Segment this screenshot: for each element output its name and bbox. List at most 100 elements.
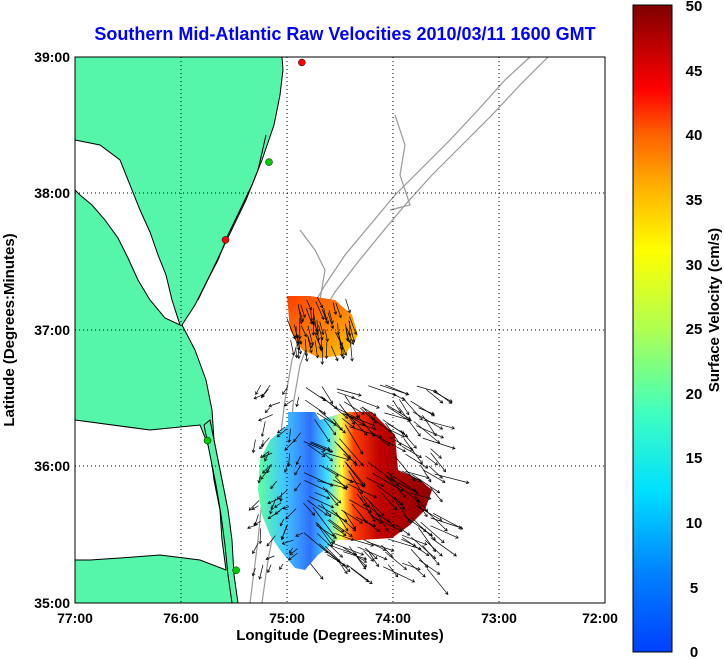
velocity-vector — [319, 464, 339, 477]
velocity-vector-head — [382, 547, 387, 551]
velocity-vector — [266, 535, 276, 547]
velocity-vector — [259, 437, 270, 450]
velocity-vector — [315, 301, 325, 320]
velocity-vector — [353, 539, 374, 546]
velocity-vector — [332, 479, 349, 488]
velocity-vector — [268, 402, 281, 407]
velocity-vector-head — [386, 443, 391, 447]
velocity-vector-head — [404, 433, 409, 438]
velocity-vector-head — [329, 449, 334, 453]
velocity-vector-head — [260, 433, 265, 438]
velocity-vector — [260, 450, 270, 458]
velocity-vector-head — [442, 468, 447, 473]
velocity-vector — [314, 492, 330, 499]
velocity-vector-head — [347, 309, 352, 314]
velocity-vector — [316, 524, 337, 539]
velocity-vector — [295, 347, 298, 358]
velocity-vector — [356, 493, 366, 506]
velocity-vector — [413, 421, 440, 444]
velocity-vector — [400, 430, 417, 449]
velocity-vector — [286, 318, 296, 339]
velocity-vector — [430, 537, 457, 557]
velocity-vector-head — [253, 521, 258, 526]
velocity-vector — [331, 509, 356, 532]
velocity-vector-head — [330, 325, 335, 330]
chesapeake-bay — [75, 139, 181, 326]
velocity-vector-head — [276, 496, 281, 500]
velocity-vector — [330, 345, 338, 361]
velocity-vector — [405, 453, 428, 469]
velocity-vector-head — [351, 338, 356, 343]
velocity-vector — [399, 399, 410, 415]
velocity-vector-head — [418, 454, 422, 458]
velocity-vector — [336, 388, 362, 396]
velocity-vector — [345, 323, 349, 341]
velocity-vector-head — [333, 405, 338, 409]
velocity-vector-head — [294, 354, 299, 359]
velocity-vector — [344, 410, 368, 436]
colorbar-label: Surface Velocity (cm/s) — [706, 228, 723, 392]
velocity-vector-head — [298, 341, 303, 345]
velocity-vector — [307, 336, 313, 348]
velocity-vector-head — [436, 561, 440, 566]
velocity-vector-head — [417, 433, 421, 437]
velocity-vector — [265, 555, 275, 560]
velocity-vector — [407, 561, 426, 578]
velocity-vector-head — [351, 395, 356, 400]
x-axis-label: Longitude (Degrees:Minutes) — [236, 627, 444, 644]
velocity-vector — [284, 439, 297, 451]
velocity-vector — [277, 426, 286, 434]
velocity-vector — [318, 325, 323, 340]
velocity-vector-head — [434, 461, 439, 466]
velocity-vector — [349, 426, 382, 438]
velocity-vector-head — [248, 507, 253, 511]
velocity-vector — [319, 543, 341, 563]
velocity-vector — [418, 559, 440, 575]
velocity-vector-head — [260, 454, 264, 458]
velocity-vector — [405, 471, 430, 479]
velocity-vector — [343, 551, 367, 560]
velocity-vector-head — [451, 426, 456, 430]
velocity-vector — [259, 564, 264, 580]
velocity-vector — [288, 547, 294, 554]
velocity-vector — [293, 324, 300, 344]
velocity-patch-south — [258, 412, 432, 570]
velocity-vector — [262, 465, 271, 474]
velocity-vector-head — [422, 573, 426, 578]
velocity-vector — [394, 496, 405, 510]
colorbar-tick-label: 45 — [686, 63, 703, 80]
colorbar-tick-label: 15 — [686, 450, 703, 467]
velocity-vector — [339, 438, 364, 466]
velocity-vector — [339, 403, 355, 425]
velocity-vector-head — [431, 411, 435, 416]
colorbar-tick-label: 35 — [686, 192, 703, 209]
velocity-vector-head — [354, 462, 358, 466]
y-axis-ticks: 39:00 38:00 37:00 36:00 35:00 — [34, 49, 70, 611]
velocity-vector — [282, 506, 290, 509]
velocity-vector-head — [351, 421, 356, 425]
velocity-vector — [411, 536, 436, 559]
velocity-vector — [294, 335, 300, 350]
velocity-vector-head — [268, 403, 273, 408]
velocity-vector-head — [342, 429, 346, 434]
velocity-vector-head — [453, 553, 457, 557]
x-tick-label: 75:00 — [269, 610, 305, 626]
velocity-vector — [317, 522, 335, 543]
velocity-vector — [430, 487, 443, 502]
velocity-vector — [295, 532, 303, 537]
velocity-vector-head — [311, 332, 316, 336]
velocity-vector — [422, 545, 440, 566]
velocity-vector-head — [419, 460, 423, 465]
velocity-vector-head — [331, 539, 335, 544]
velocity-vector — [365, 504, 395, 527]
velocity-vector — [267, 564, 272, 573]
velocity-vector — [321, 450, 333, 462]
velocity-vector — [386, 471, 416, 492]
velocity-vector-head — [298, 350, 303, 355]
velocity-vector-head — [325, 321, 329, 325]
velocity-vector-head — [288, 556, 292, 561]
velocity-vector — [312, 320, 319, 333]
velocity-vector — [335, 533, 354, 541]
velocity-vector-head — [385, 528, 389, 532]
